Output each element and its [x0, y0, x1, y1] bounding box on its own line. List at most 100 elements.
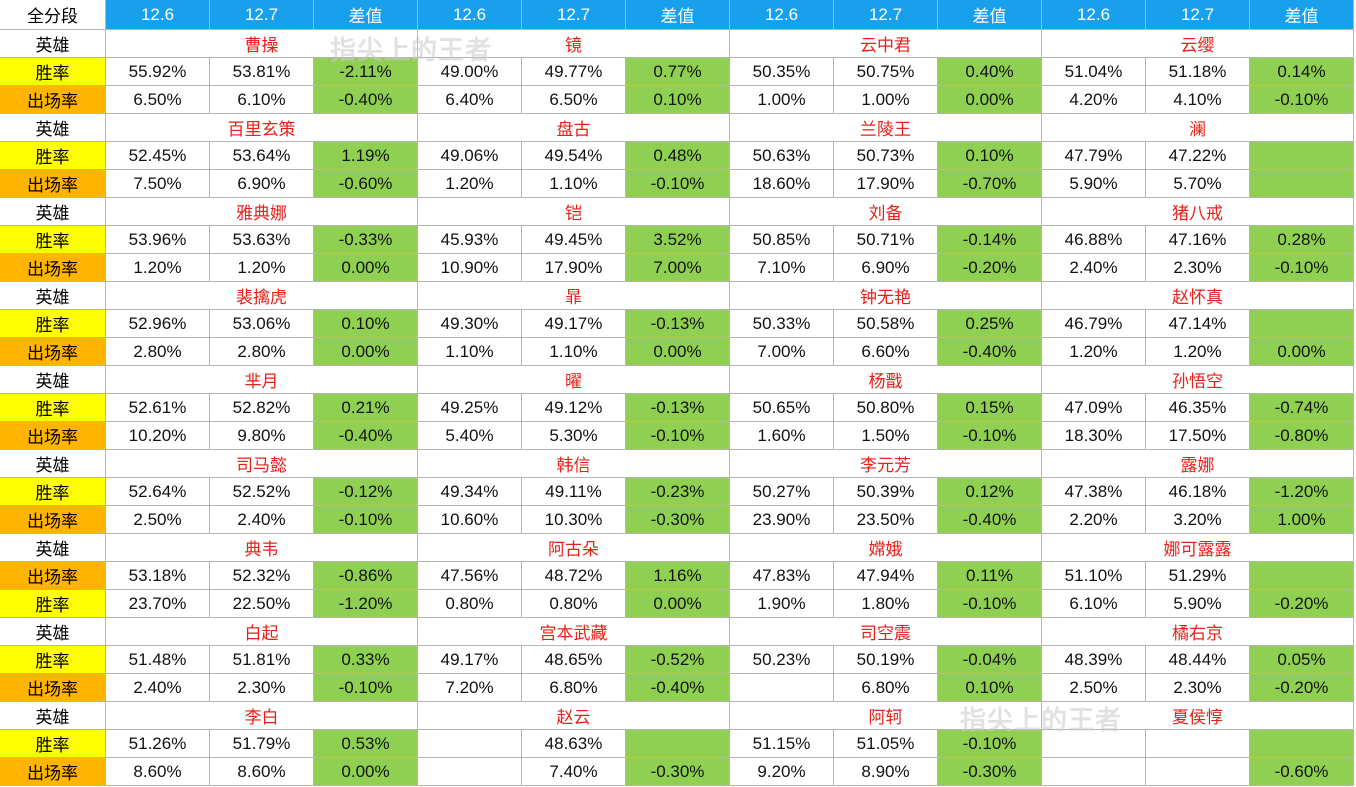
- diff-cell: -0.10%: [1250, 86, 1354, 114]
- hero-name: 孙悟空: [1042, 366, 1354, 394]
- win-rate-label: 胜率: [0, 646, 106, 674]
- value-cell: 49.00%: [418, 58, 522, 86]
- hero-name: 钟无艳: [730, 282, 1042, 310]
- value-cell: 6.90%: [210, 170, 314, 198]
- value-cell: 47.56%: [418, 562, 522, 590]
- pick-rate-label: 出场率: [0, 338, 106, 366]
- hero-name: 嫦娥: [730, 534, 1042, 562]
- pick-rate-label: 出场率: [0, 170, 106, 198]
- diff-cell: -0.74%: [1250, 394, 1354, 422]
- value-cell: 10.30%: [522, 506, 626, 534]
- value-cell: 5.90%: [1146, 590, 1250, 618]
- diff-cell: 1.16%: [626, 562, 730, 590]
- value-cell: 53.64%: [210, 142, 314, 170]
- diff-cell: 0.00%: [314, 254, 418, 282]
- value-cell: 6.80%: [834, 674, 938, 702]
- hero-name: 李元芳: [730, 450, 1042, 478]
- win-rate-label: 胜率: [0, 226, 106, 254]
- hero-name: 澜: [1042, 114, 1354, 142]
- value-cell: 51.29%: [1146, 562, 1250, 590]
- diff-cell: 0.11%: [938, 562, 1042, 590]
- diff-cell: [1250, 170, 1354, 198]
- value-cell: 23.90%: [730, 506, 834, 534]
- value-cell: 49.30%: [418, 310, 522, 338]
- diff-cell: -0.10%: [938, 730, 1042, 758]
- diff-cell: -0.40%: [314, 86, 418, 114]
- value-cell: 1.10%: [418, 338, 522, 366]
- diff-cell: -0.10%: [938, 590, 1042, 618]
- hero-row-label: 英雄: [0, 618, 106, 646]
- hero-row-label: 英雄: [0, 534, 106, 562]
- diff-cell: -0.10%: [1250, 254, 1354, 282]
- value-cell: 1.80%: [834, 590, 938, 618]
- diff-cell: 0.15%: [938, 394, 1042, 422]
- value-cell: 17.50%: [1146, 422, 1250, 450]
- value-cell: 5.70%: [1146, 170, 1250, 198]
- watermark-text: 指尖上的王者: [330, 36, 493, 66]
- hero-name: 刘备: [730, 198, 1042, 226]
- value-cell: 1.20%: [210, 254, 314, 282]
- value-cell: 50.85%: [730, 226, 834, 254]
- hero-row-label: 英雄: [0, 198, 106, 226]
- diff-cell: -0.60%: [314, 170, 418, 198]
- value-cell: 1.20%: [418, 170, 522, 198]
- value-cell: 3.20%: [1146, 506, 1250, 534]
- diff-cell: 0.00%: [1250, 338, 1354, 366]
- diff-cell: 0.10%: [626, 86, 730, 114]
- value-cell: 1.20%: [106, 254, 210, 282]
- value-cell: 7.40%: [522, 758, 626, 786]
- hero-row-label: 英雄: [0, 30, 106, 58]
- value-cell: 48.65%: [522, 646, 626, 674]
- value-cell: 2.80%: [210, 338, 314, 366]
- value-cell: 2.30%: [1146, 674, 1250, 702]
- diff-cell: -0.13%: [626, 310, 730, 338]
- value-cell: 8.60%: [106, 758, 210, 786]
- pick-rate-label: 出场率: [0, 562, 106, 590]
- value-cell: 1.50%: [834, 422, 938, 450]
- diff-cell: -0.20%: [1250, 674, 1354, 702]
- diff-cell: -0.33%: [314, 226, 418, 254]
- value-cell: 1.90%: [730, 590, 834, 618]
- value-cell: 7.00%: [730, 338, 834, 366]
- hero-name: 云缨: [1042, 30, 1354, 58]
- hero-name: 兰陵王: [730, 114, 1042, 142]
- pick-rate-label: 出场率: [0, 506, 106, 534]
- hero-name: 阿轲: [730, 702, 1042, 730]
- value-cell: 53.96%: [106, 226, 210, 254]
- value-cell: 51.26%: [106, 730, 210, 758]
- diff-cell: 0.00%: [626, 338, 730, 366]
- value-cell: 5.30%: [522, 422, 626, 450]
- hero-name: 娜可露露: [1042, 534, 1354, 562]
- value-cell: 9.20%: [730, 758, 834, 786]
- diff-cell: 0.25%: [938, 310, 1042, 338]
- column-header: 12.6: [730, 0, 834, 30]
- diff-cell: -0.23%: [626, 478, 730, 506]
- diff-cell: 0.40%: [938, 58, 1042, 86]
- diff-cell: -0.30%: [626, 758, 730, 786]
- diff-cell: -2.11%: [314, 58, 418, 86]
- value-cell: 52.61%: [106, 394, 210, 422]
- value-cell: 47.83%: [730, 562, 834, 590]
- value-cell: 2.40%: [1042, 254, 1146, 282]
- value-cell: 8.90%: [834, 758, 938, 786]
- diff-cell: 0.00%: [314, 338, 418, 366]
- diff-cell: [1250, 562, 1354, 590]
- column-header: 12.6: [418, 0, 522, 30]
- value-cell: 48.44%: [1146, 646, 1250, 674]
- value-cell: 52.45%: [106, 142, 210, 170]
- diff-cell: 0.48%: [626, 142, 730, 170]
- value-cell: 50.23%: [730, 646, 834, 674]
- diff-cell: -1.20%: [314, 590, 418, 618]
- hero-row-label: 英雄: [0, 114, 106, 142]
- value-cell: 49.25%: [418, 394, 522, 422]
- value-cell: 6.50%: [106, 86, 210, 114]
- value-cell: 17.90%: [834, 170, 938, 198]
- value-cell: 50.63%: [730, 142, 834, 170]
- column-header: 12.6: [106, 0, 210, 30]
- diff-cell: [1250, 310, 1354, 338]
- hero-name: 杨戬: [730, 366, 1042, 394]
- column-header: 差值: [626, 0, 730, 30]
- pick-rate-label: 出场率: [0, 758, 106, 786]
- diff-cell: -0.20%: [1250, 590, 1354, 618]
